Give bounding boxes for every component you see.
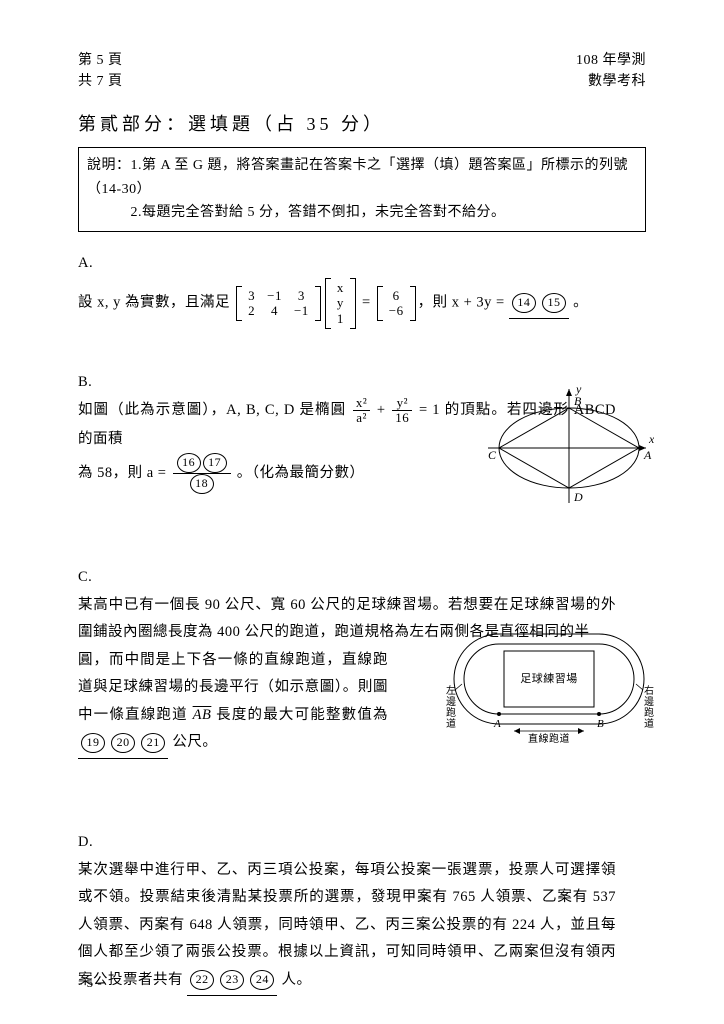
svg-text:直線跑道: 直線跑道 [528,732,570,744]
qc-answer: 19 20 21 [78,729,168,759]
track-figure: 足球練習場 A B 直線跑道 左邊跑道 右邊跑道 [444,624,654,744]
qb-frac1: x²a² [353,396,370,426]
blank-18: 18 [190,474,214,494]
instructions-line-2: 2.每題完全答對給 5 分，答錯不倒扣，未完全答對不給分。 [87,201,637,225]
svg-text:A: A [493,718,501,730]
right-label: 右邊跑道 [644,684,654,730]
blank-14: 14 [512,293,536,313]
qb-frac2: y²16 [392,396,412,426]
blank-19: 19 [81,733,105,753]
q-label-b: B. [78,369,104,397]
qa-answer: 14 15 [509,289,569,319]
qa-matrix-3: 6 −6 [377,286,416,321]
svg-text:y: y [575,383,582,396]
question-d: D. 某次選舉中進行甲、乙、丙三項公投案，每項公投案一張選票，投票人可選擇領或不… [78,829,646,996]
svg-text:A: A [643,448,652,462]
header-left: 第 5 頁 共 7 頁 [78,50,123,92]
ellipse-figure: A B C D x y [484,383,654,508]
qa-matrix-1: 3−13 24−1 [236,286,321,321]
instructions-line-1: 說明：1.第 A 至 G 題，將答案畫記在答案卡之「選擇（填）題答案區」所標示的… [87,154,637,202]
question-c: C. 某高中已有一個長 90 公尺、寬 60 公尺的足球練習場。若想要在足球練習… [78,564,646,759]
qa-matrix-2: x y 1 [325,278,356,329]
q-label-d: D. [78,829,104,857]
q-body-d: 某次選舉中進行甲、乙、丙三項公投案，每項公投案一張選票，投票人可選擇領或不領。投… [78,857,616,997]
header-right: 108 年學測 數學考科 [576,50,646,92]
q-body-a: 設 x, y 為實數，且滿足 3−13 24−1 x y 1 = 6 −6 ，則… [78,278,616,329]
question-b: B. 如圖（此為示意圖），A, B, C, D 是橢圓 x²a² + y²16 … [78,369,646,495]
qa-text-pre: 設 x, y 為實數，且滿足 [78,294,230,310]
qc-wrapped-text: 圓，而中間是上下各一條的直線跑道，直線跑道與足球練習場的長邊平行（如示意圖）。則… [78,647,388,759]
svg-text:x: x [648,432,654,446]
blank-24: 24 [250,970,274,990]
blank-16: 16 [177,453,201,473]
page-number-footer: - 5 - [78,973,102,994]
blank-21: 21 [141,733,165,753]
svg-text:足球練習場: 足球練習場 [520,671,578,685]
svg-text:B: B [597,718,604,730]
page-total: 共 7 頁 [78,71,123,92]
qa-text-post: ，則 x + 3y = [418,294,505,310]
blank-23: 23 [220,970,244,990]
q-label-c: C. [78,564,104,592]
svg-text:B: B [574,394,582,408]
svg-text:D: D [573,490,583,504]
question-a: A. 設 x, y 為實數，且滿足 3−13 24−1 x y 1 = 6 −6… [78,250,646,328]
blank-17: 17 [203,453,227,473]
qb-answer-frac: 1617 18 [173,453,231,494]
blank-22: 22 [190,970,214,990]
exam-year: 108 年學測 [576,50,646,71]
page-current: 第 5 頁 [78,50,123,71]
svg-text:C: C [488,448,497,462]
q-label-a: A. [78,250,104,278]
section-title: 第貳部分：選填題（占 35 分） [78,110,646,139]
subject: 數學考科 [576,71,646,92]
qd-answer: 22 23 24 [187,967,277,997]
blank-20: 20 [111,733,135,753]
left-label: 左邊跑道 [446,684,457,730]
instructions-box: 說明：1.第 A 至 G 題，將答案畫記在答案卡之「選擇（填）題答案區」所標示的… [78,147,646,232]
page-header: 第 5 頁 共 7 頁 108 年學測 數學考科 [78,50,646,92]
blank-15: 15 [542,293,566,313]
